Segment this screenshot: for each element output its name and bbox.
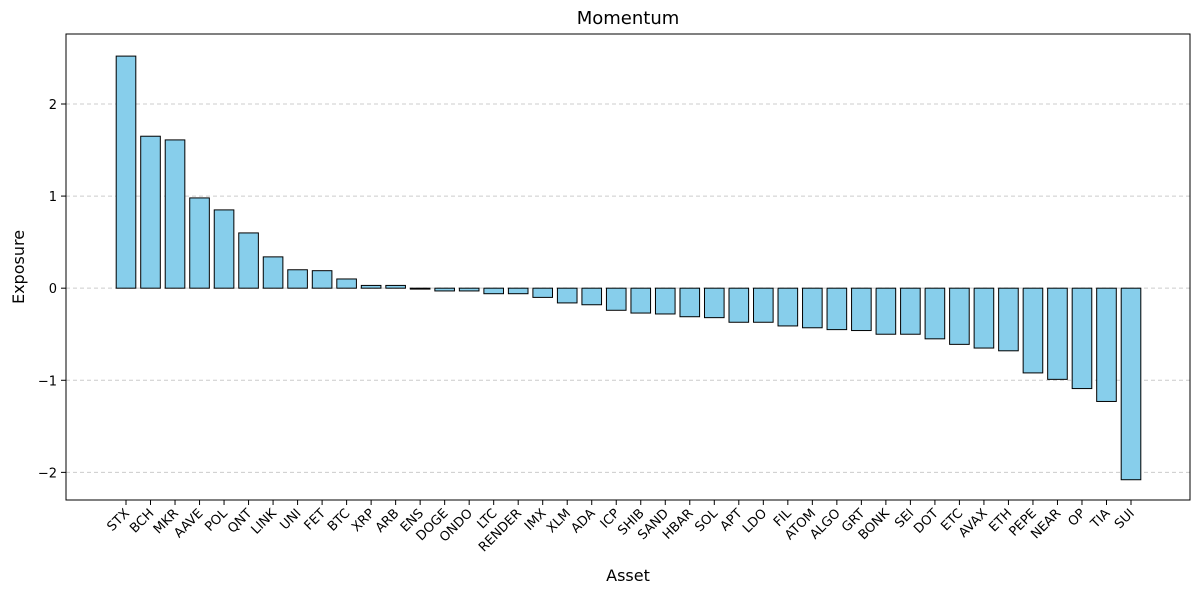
bar-aave: [189, 197, 210, 289]
x-tick-label: ARB: [373, 506, 403, 536]
y-axis-ticks: −2 −1 0 1 2: [38, 98, 66, 481]
bar-render: [507, 287, 529, 295]
bar-hbar: [679, 287, 701, 318]
bar-shib: [630, 287, 652, 314]
bar-ltc: [483, 287, 504, 295]
bar-ldo: [753, 287, 774, 323]
x-tick-label: TIA: [1087, 506, 1113, 532]
bar-xlm: [556, 287, 578, 304]
x-tick-label: STX: [104, 506, 132, 534]
x-axis-label: Asset: [606, 566, 650, 585]
chart-title: Momentum: [577, 8, 680, 29]
bar-icp: [605, 287, 627, 311]
bar-tia: [1096, 287, 1117, 402]
bar-near: [1047, 287, 1068, 380]
x-tick-label: FET: [302, 506, 329, 533]
bar-fet: [311, 270, 333, 289]
bar-bch: [140, 135, 161, 289]
y-tick-label: 1: [49, 190, 57, 205]
x-tick-label: OP: [1065, 506, 1088, 529]
bar-pol: [213, 209, 235, 289]
x-tick-label: AAVE: [171, 506, 206, 541]
y-tick-label: −2: [38, 466, 57, 481]
bar-algo: [826, 287, 848, 331]
x-tick-label: SUI: [1112, 506, 1138, 532]
grid-lines: [66, 103, 1190, 473]
x-tick-label: POL: [202, 506, 231, 535]
bars: [115, 55, 1142, 481]
bar-btc: [336, 278, 357, 289]
bar-etc: [949, 287, 970, 345]
bar-xrp: [360, 284, 382, 289]
bar-bonk: [875, 287, 897, 335]
bar-qnt: [238, 232, 259, 289]
bar-op: [1071, 287, 1093, 390]
bar-doge: [434, 287, 455, 292]
x-tick-label: DOT: [911, 506, 942, 537]
bar-grt: [851, 287, 872, 332]
bar-dot: [924, 287, 946, 340]
bar-sui: [1120, 287, 1142, 481]
y-tick-label: 0: [49, 282, 57, 297]
bar-imx: [532, 287, 554, 298]
x-tick-label: LDO: [740, 506, 770, 536]
bar-ada: [581, 287, 603, 306]
x-tick-label: SOL: [692, 506, 721, 535]
y-tick-label: −1: [38, 374, 57, 389]
bar-sand: [654, 287, 676, 315]
bar-ondo: [458, 287, 480, 292]
x-tick-label: BTC: [325, 506, 353, 534]
bar-stx: [115, 55, 137, 289]
x-tick-label: QNT: [225, 506, 255, 536]
x-tick-label: IMX: [522, 506, 550, 534]
bar-ens: [409, 287, 431, 290]
bar-link: [262, 256, 284, 289]
x-tick-label: AVAX: [956, 506, 991, 541]
y-tick-label: 2: [49, 98, 57, 113]
bar-eth: [998, 287, 1019, 352]
x-tick-label: XRP: [349, 506, 378, 535]
x-tick-label: XLM: [544, 506, 574, 536]
bar-uni: [287, 269, 308, 289]
x-tick-label: APT: [718, 506, 746, 534]
bar-avax: [973, 287, 995, 349]
bar-sol: [703, 287, 725, 319]
x-tick-label: BCH: [127, 506, 157, 536]
x-tick-label: UNI: [277, 506, 304, 533]
bar-atom: [802, 287, 823, 329]
bar-apt: [728, 287, 750, 323]
bar-arb: [385, 284, 406, 289]
plot-frame: [65, 33, 1191, 501]
x-tick-label: ADA: [568, 506, 598, 536]
y-axis-label: Exposure: [9, 230, 28, 304]
x-tick-label: LINK: [249, 506, 281, 538]
bar-sei: [900, 287, 921, 335]
x-axis-ticks: STXBCHMKRAAVEPOLQNTLINKUNIFETBTCXRPARBEN…: [104, 500, 1138, 555]
bar-mkr: [164, 139, 186, 289]
bar-fil: [777, 287, 799, 327]
bar-pepe: [1022, 287, 1044, 374]
